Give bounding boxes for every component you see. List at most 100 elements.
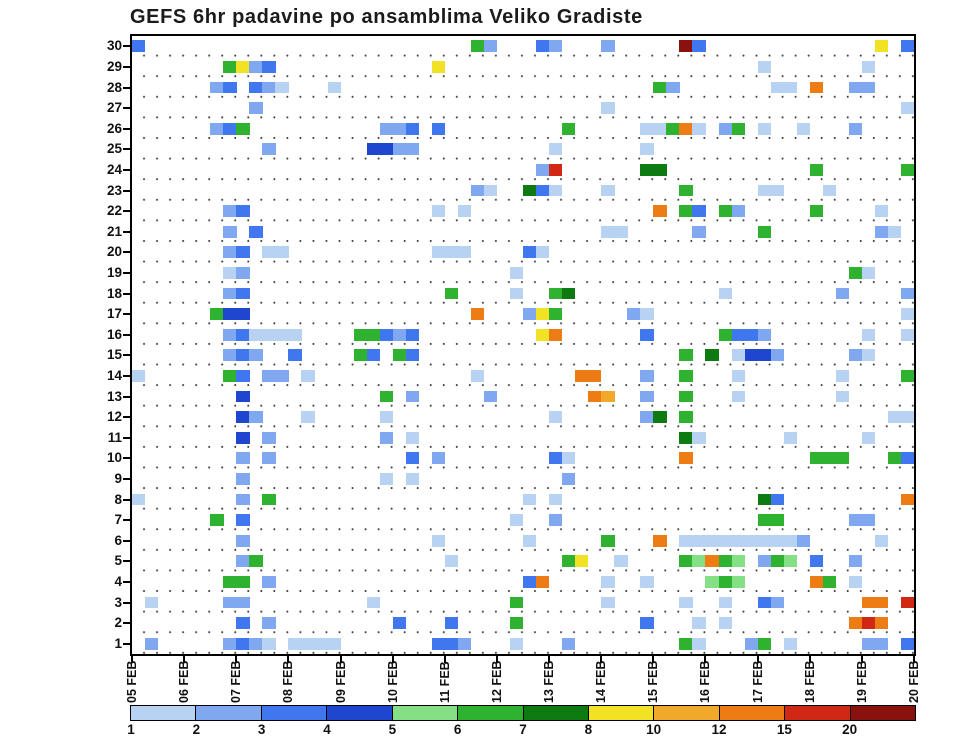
heatmap-cell xyxy=(835,287,850,300)
colorbar-tick-label: 3 xyxy=(257,722,266,737)
heatmap-cell xyxy=(509,266,524,279)
heatmap-cell xyxy=(549,493,563,506)
heatmap-cell xyxy=(262,143,276,156)
y-tick-mark xyxy=(123,622,130,625)
heatmap-cell xyxy=(275,369,289,382)
y-tick-label: 10 xyxy=(106,450,122,466)
heatmap-cell xyxy=(301,637,315,650)
heatmap-cell xyxy=(288,637,302,650)
heatmap-cell xyxy=(562,555,576,568)
heatmap-cell xyxy=(848,617,863,630)
colorbar-segment xyxy=(458,706,524,720)
heatmap-cell xyxy=(236,60,250,73)
y-tick-label: 22 xyxy=(106,203,122,219)
heatmap-cell xyxy=(757,514,771,527)
heatmap-cell xyxy=(744,349,758,362)
heatmap-cell xyxy=(692,225,706,238)
x-tick-mark xyxy=(860,656,863,663)
heatmap-cell xyxy=(848,349,863,362)
heatmap-cell xyxy=(444,617,459,630)
heatmap-cell xyxy=(835,390,850,403)
heatmap-cell xyxy=(366,596,380,609)
colorbar-tick-label: 4 xyxy=(323,722,331,737)
heatmap-cell xyxy=(679,40,693,53)
heatmap-cell xyxy=(757,534,771,547)
heatmap-cell xyxy=(549,411,563,424)
heatmap-cell xyxy=(900,328,915,341)
x-tick-mark xyxy=(495,656,498,663)
heatmap-cell xyxy=(236,575,250,588)
heatmap-cell xyxy=(679,349,693,362)
heatmap-cell xyxy=(640,617,654,630)
heatmap-cell xyxy=(757,60,771,73)
colorbar-tick-label: 20 xyxy=(842,722,858,737)
heatmap-cell xyxy=(223,60,237,73)
plot-area xyxy=(130,34,916,656)
heatmap-cell xyxy=(405,143,420,156)
heatmap-cell xyxy=(431,60,446,73)
y-tick-label: 3 xyxy=(114,594,122,610)
heatmap-cell xyxy=(236,266,250,279)
heatmap-cell xyxy=(809,163,824,176)
heatmap-cell xyxy=(757,184,771,197)
heatmap-cell xyxy=(692,431,706,444)
y-tick-label: 13 xyxy=(106,388,122,404)
x-tick-label: 17 FEB xyxy=(750,660,765,703)
heatmap-cell xyxy=(874,205,889,218)
heatmap-cell xyxy=(679,122,693,135)
heatmap-cell xyxy=(601,575,615,588)
colorbar-tick-label: 5 xyxy=(388,722,397,737)
heatmap-cell xyxy=(379,411,393,424)
y-tick-mark xyxy=(123,477,130,480)
heatmap-cell xyxy=(236,328,250,341)
heatmap-cell xyxy=(366,328,380,341)
y-tick-label: 8 xyxy=(114,491,122,507)
x-tick-label: 13 FEB xyxy=(542,660,557,703)
heatmap-cell xyxy=(509,617,524,630)
heatmap-cell xyxy=(731,534,745,547)
heatmap-cell xyxy=(236,246,250,259)
heatmap-cell xyxy=(262,637,276,650)
colorbar-segment xyxy=(588,706,655,720)
x-tick-label: 11 FEB xyxy=(437,661,452,703)
heatmap-cell xyxy=(210,122,224,135)
heatmap-cell xyxy=(783,637,797,650)
x-tick-mark xyxy=(287,656,290,663)
heatmap-cell xyxy=(731,575,745,588)
heatmap-cell xyxy=(640,122,654,135)
heatmap-cell xyxy=(470,369,485,382)
y-tick-mark xyxy=(123,560,130,563)
heatmap-cell xyxy=(431,637,446,650)
y-tick-label: 25 xyxy=(106,141,122,157)
colorbar xyxy=(130,705,916,721)
heatmap-cell xyxy=(262,493,276,506)
heatmap-cell xyxy=(692,534,706,547)
colorbar-tick-label: 1 xyxy=(127,722,135,737)
heatmap-cell xyxy=(288,328,302,341)
heatmap-cell xyxy=(705,575,719,588)
heatmap-cell xyxy=(392,122,406,135)
heatmap-cell xyxy=(392,143,406,156)
y-tick-label: 6 xyxy=(114,532,122,548)
heatmap-cell xyxy=(236,514,250,527)
heatmap-cell xyxy=(562,472,576,485)
heatmap-cell xyxy=(275,81,289,94)
y-tick-mark xyxy=(123,354,130,357)
heatmap-cell xyxy=(575,555,589,568)
heatmap-cell xyxy=(470,308,485,321)
heatmap-cell xyxy=(145,596,159,609)
heatmap-cell xyxy=(900,163,915,176)
heatmap-cell xyxy=(379,390,393,403)
heatmap-cell xyxy=(744,637,758,650)
y-tick-mark xyxy=(123,416,130,419)
heatmap-cell xyxy=(549,287,563,300)
heatmap-cell xyxy=(223,575,237,588)
heatmap-cell xyxy=(601,40,615,53)
heatmap-cell xyxy=(262,617,276,630)
heatmap-cell xyxy=(249,225,263,238)
y-tick-label: 16 xyxy=(106,326,122,342)
heatmap-cell xyxy=(549,452,563,465)
heatmap-cell xyxy=(444,637,459,650)
heatmap-cell xyxy=(640,575,654,588)
